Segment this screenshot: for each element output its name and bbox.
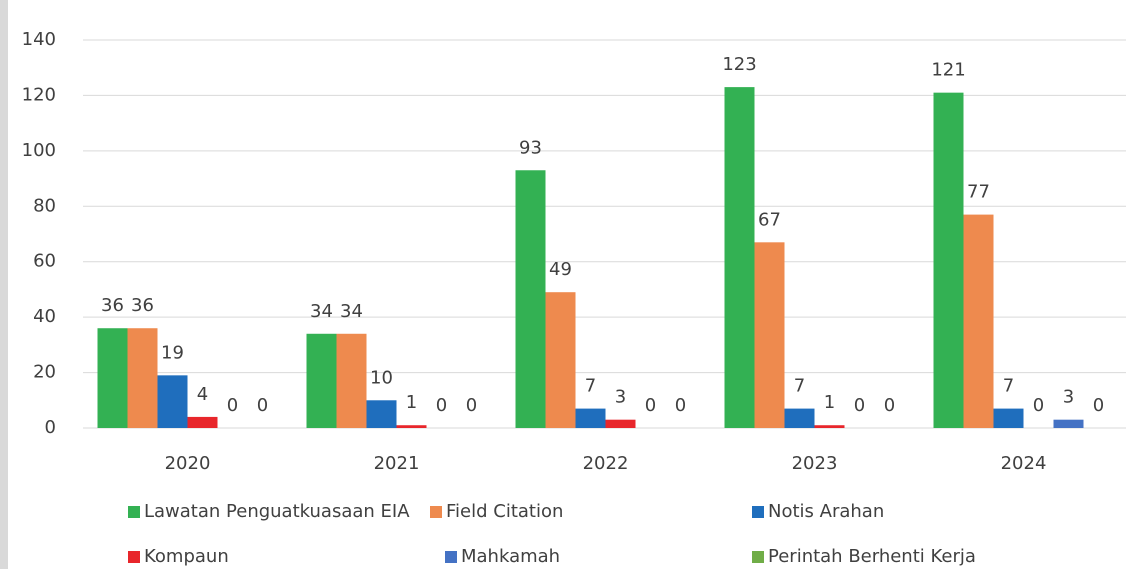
data-label: 49	[549, 259, 572, 280]
legend-label: Perintah Berhenti Kerja	[768, 546, 976, 567]
bar	[157, 375, 188, 428]
data-label: 7	[1003, 376, 1014, 397]
data-label: 34	[340, 301, 363, 322]
data-label: 0	[257, 395, 268, 416]
bar	[993, 408, 1024, 428]
legend-label: Kompaun	[144, 546, 229, 567]
bar	[605, 419, 636, 428]
data-label: 7	[794, 376, 805, 397]
data-label: 123	[722, 54, 756, 75]
legend-label: Mahkamah	[461, 546, 560, 567]
bar	[336, 333, 367, 428]
data-label: 3	[1063, 387, 1074, 408]
x-tick-label: 2020	[165, 453, 211, 474]
data-label: 34	[310, 301, 333, 322]
x-tick-label: 2021	[374, 453, 420, 474]
data-label: 36	[131, 295, 154, 316]
data-label: 1	[824, 392, 835, 413]
legend-label: Notis Arahan	[768, 501, 884, 522]
data-label: 0	[466, 395, 477, 416]
left-border	[0, 0, 8, 569]
y-tick-label: 60	[33, 251, 56, 272]
y-tick-label: 20	[33, 362, 56, 383]
x-tick-label: 2023	[792, 453, 838, 474]
bar	[963, 214, 994, 428]
data-label: 19	[161, 342, 184, 363]
data-label: 10	[370, 367, 393, 388]
bar	[366, 400, 397, 428]
data-label: 0	[645, 395, 656, 416]
data-label: 77	[967, 182, 990, 203]
data-label: 0	[854, 395, 865, 416]
data-label: 0	[884, 395, 895, 416]
bar	[187, 416, 218, 428]
legend-label: Field Citation	[446, 501, 563, 522]
bar	[127, 328, 158, 428]
data-label: 0	[227, 395, 238, 416]
bar	[396, 425, 427, 428]
legend-swatch	[752, 551, 764, 563]
y-tick-label: 0	[45, 417, 56, 438]
data-label: 67	[758, 209, 781, 230]
data-label: 4	[197, 384, 208, 405]
bar	[784, 408, 815, 428]
bar	[754, 242, 785, 428]
bar	[814, 425, 845, 428]
data-label: 93	[519, 137, 542, 158]
bar	[575, 408, 606, 428]
y-tick-label: 100	[22, 140, 56, 161]
data-label: 0	[1093, 395, 1104, 416]
y-tick-label: 40	[33, 306, 56, 327]
bar	[97, 328, 128, 428]
x-tick-label: 2022	[583, 453, 629, 474]
data-label: 3	[615, 387, 626, 408]
x-tick-label: 2024	[1001, 453, 1047, 474]
legend-swatch	[128, 506, 140, 518]
legend-swatch	[430, 506, 442, 518]
data-label: 0	[436, 395, 447, 416]
bar	[515, 170, 546, 428]
y-tick-label: 80	[33, 195, 56, 216]
y-tick-label: 120	[22, 84, 56, 105]
data-label: 7	[585, 376, 596, 397]
data-label: 0	[675, 395, 686, 416]
bar	[545, 292, 576, 428]
data-label: 121	[931, 60, 965, 81]
legend-label: Lawatan Penguatkuasaan EIA	[144, 501, 410, 522]
legend-swatch	[445, 551, 457, 563]
bar	[306, 333, 337, 428]
data-label: 0	[1033, 395, 1044, 416]
legend-swatch	[752, 506, 764, 518]
data-label: 36	[101, 295, 124, 316]
bar	[724, 87, 755, 428]
bar	[933, 92, 964, 429]
data-label: 1	[406, 392, 417, 413]
y-tick-label: 140	[22, 29, 56, 50]
legend-swatch	[128, 551, 140, 563]
bar	[1053, 419, 1084, 428]
